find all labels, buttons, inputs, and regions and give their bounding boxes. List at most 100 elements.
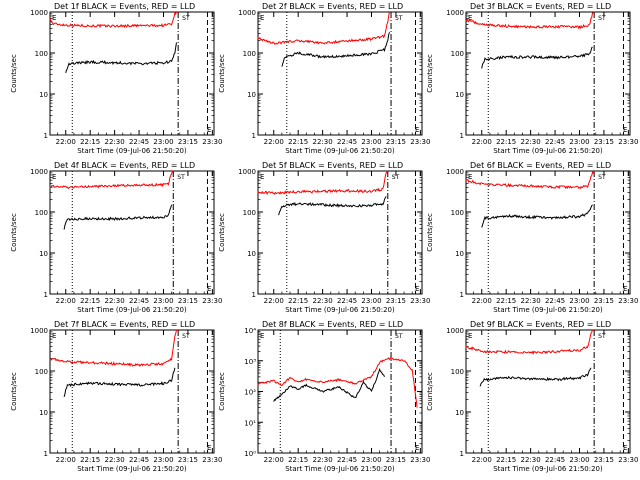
y-tick-label: 10: [39, 91, 48, 99]
y-tick-label: 10: [39, 409, 48, 417]
x-tick-label: 22:45: [337, 138, 357, 146]
y-tick-label: 1: [44, 291, 48, 299]
x-tick-label: 23:00: [153, 297, 173, 305]
x-tick-label: 23:00: [569, 456, 589, 464]
x-tick-label: 22:00: [264, 456, 284, 464]
x-tick-label: 23:00: [569, 138, 589, 146]
chart-panel-9: Det 9f BLACK = Events, RED = LLD 1 10 100 10…: [426, 320, 638, 473]
annotation-e-bottom: E: [415, 444, 419, 452]
series-line-events: [65, 42, 177, 74]
chart-title: Det 1f BLACK = Events, RED = LLD: [54, 2, 195, 11]
x-axis-label: Start Time (09-Jul-06 21:50:20): [493, 465, 603, 473]
annotation-e-top: E: [52, 14, 56, 22]
plot-frame: [257, 170, 423, 295]
x-tick-label: 22:45: [337, 456, 357, 464]
annotation-e-bottom: E: [207, 444, 211, 452]
x-tick-label: 22:15: [80, 297, 100, 305]
x-axis-label: Start Time (09-Jul-06 21:50:20): [285, 306, 395, 314]
x-tick-label: 23:30: [618, 138, 638, 146]
x-axis-label: Start Time (09-Jul-06 21:50:20): [493, 147, 603, 155]
annotation-e-bottom: E: [623, 444, 627, 452]
x-tick-label: 22:15: [288, 297, 308, 305]
y-tick-label: 1: [252, 291, 256, 299]
plot-frame: [257, 329, 423, 454]
y-tick-label: 10: [455, 91, 464, 99]
annotation-flag: ST: [395, 333, 403, 340]
x-tick-label: 22:45: [545, 456, 565, 464]
x-tick-label: 23:30: [410, 456, 430, 464]
x-tick-label: 22:00: [472, 456, 492, 464]
chart-title: Det 9f BLACK = Events, RED = LLD: [470, 320, 611, 329]
y-tick-label: 1: [460, 291, 464, 299]
annotation-flag: ST: [395, 15, 403, 22]
x-tick-label: 23:15: [178, 297, 198, 305]
y-tick-label: 1: [252, 132, 256, 140]
chart-title: Det 2f BLACK = Events, RED = LLD: [262, 2, 403, 11]
x-tick-label: 22:30: [105, 138, 125, 146]
y-tick-label: 1000: [30, 9, 48, 17]
annotation-e-top: E: [468, 332, 472, 340]
annotation-e-bottom: E: [207, 126, 211, 134]
y-tick-label: 1000: [30, 168, 48, 176]
x-tick-label: 23:00: [361, 138, 381, 146]
x-tick-label: 22:45: [545, 297, 565, 305]
chart-panel-4: Det 4f BLACK = Events, RED = LLD 1 10 100 10…: [10, 161, 222, 314]
y-tick-label: 100: [243, 209, 256, 217]
x-tick-label: 23:30: [618, 297, 638, 305]
x-tick-label: 22:45: [545, 138, 565, 146]
x-tick-label: 22:30: [521, 138, 541, 146]
series-line-lld: [257, 170, 389, 196]
annotation-flag: ST: [598, 15, 606, 22]
x-tick-label: 23:00: [361, 456, 381, 464]
x-tick-label: 23:15: [386, 456, 406, 464]
y-tick-label: 10²: [244, 389, 256, 397]
x-tick-label: 22:15: [288, 456, 308, 464]
chart-panel-7: Det 7f BLACK = Events, RED = LLD 1 10 100 10…: [10, 320, 222, 473]
y-axis-label: Counts/sec: [426, 54, 434, 93]
x-tick-label: 22:00: [56, 138, 76, 146]
x-axis-label: Start Time (09-Jul-06 21:50:20): [285, 147, 395, 155]
y-axis-label: Counts/sec: [426, 372, 434, 411]
chart-panel-1: Det 1f BLACK = Events, RED = LLD 1 10 100 10…: [10, 2, 222, 155]
chart-panel-8: Det 8f BLACK = Events, RED = LLD 10⁰ 10¹ 10…: [218, 320, 430, 473]
chart-panel-6: Det 6f BLACK = Events, RED = LLD 1 10 100 10…: [426, 161, 638, 314]
y-tick-label: 1: [460, 450, 464, 458]
x-tick-label: 22:45: [337, 297, 357, 305]
y-tick-label: 10: [39, 250, 48, 258]
x-tick-label: 23:00: [153, 138, 173, 146]
plot-frame: [49, 170, 215, 295]
series-line-events: [63, 204, 173, 230]
y-tick-label: 1000: [238, 168, 256, 176]
annotation-e-bottom: E: [415, 285, 419, 293]
x-tick-label: 22:15: [496, 138, 516, 146]
panels-container: Det 1f BLACK = Events, RED = LLD 1 10 100 10…: [10, 2, 638, 473]
x-tick-label: 23:30: [202, 138, 222, 146]
plot-frame: [49, 329, 215, 454]
y-axis-label: Counts/sec: [10, 372, 18, 411]
x-tick-label: 22:00: [264, 138, 284, 146]
x-tick-label: 23:30: [202, 297, 222, 305]
x-tick-label: 23:30: [202, 456, 222, 464]
x-tick-label: 22:30: [105, 297, 125, 305]
series-line-lld: [257, 11, 390, 45]
y-tick-label: 1000: [446, 168, 464, 176]
series-line-lld: [465, 170, 595, 190]
x-tick-label: 23:15: [386, 297, 406, 305]
chart-title: Det 7f BLACK = Events, RED = LLD: [54, 320, 195, 329]
annotation-e-top: E: [260, 332, 264, 340]
x-tick-label: 22:30: [313, 138, 333, 146]
y-tick-label: 10: [247, 91, 256, 99]
x-tick-label: 22:15: [496, 297, 516, 305]
annotation-flag: ST: [598, 333, 606, 340]
series-line-events: [63, 367, 176, 398]
x-tick-label: 22:00: [56, 456, 76, 464]
y-tick-label: 1: [44, 450, 48, 458]
x-tick-label: 23:15: [386, 138, 406, 146]
x-tick-label: 22:45: [129, 297, 149, 305]
plot-frame: [49, 11, 215, 136]
y-tick-label: 10³: [244, 358, 256, 366]
series-line-lld: [257, 357, 418, 408]
x-tick-label: 22:30: [521, 297, 541, 305]
y-axis-label: Counts/sec: [426, 213, 434, 252]
chart-panel-2: Det 2f BLACK = Events, RED = LLD 1 10 100 10…: [218, 2, 430, 155]
